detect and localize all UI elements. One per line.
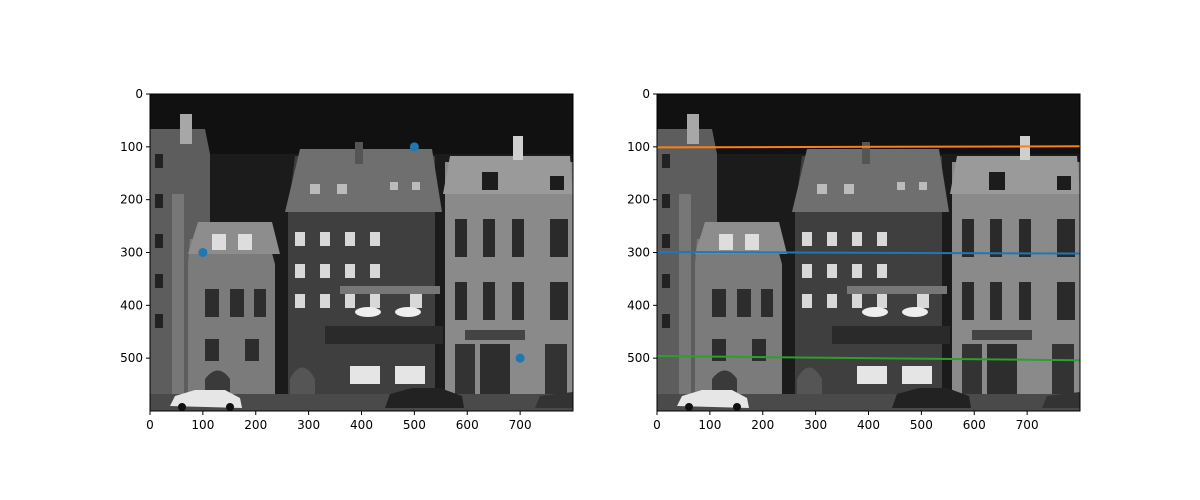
right-ytick-label: 400 — [627, 298, 650, 312]
right-ytick-label: 500 — [627, 351, 650, 365]
right-xtick-label: 500 — [910, 418, 933, 432]
left-xtick-label: 200 — [244, 418, 267, 432]
right-ytick-label: 300 — [627, 246, 650, 260]
left-xtick-label: 700 — [509, 418, 532, 432]
left-xtick-label: 600 — [456, 418, 479, 432]
left-ytick-label: 200 — [120, 193, 143, 207]
scatter-point — [409, 142, 419, 152]
epipolar-line — [657, 355, 1080, 362]
right-xtick-label: 300 — [804, 418, 827, 432]
right-xtick-label: 400 — [857, 418, 880, 432]
left-xtick-label: 400 — [350, 418, 373, 432]
right-xtick-label: 600 — [963, 418, 986, 432]
left-ytick-label: 400 — [120, 298, 143, 312]
right-xtick-label: 100 — [698, 418, 721, 432]
left-ytick-label: 0 — [135, 87, 143, 101]
right-epipolar-lines — [657, 145, 1080, 362]
scatter-point — [515, 353, 525, 363]
left-ytick-label: 300 — [120, 246, 143, 260]
right-xtick-label: 700 — [1016, 418, 1039, 432]
left-photo — [150, 94, 573, 411]
right-xtick-label: 0 — [653, 418, 661, 432]
left-axes-frame — [149, 93, 574, 412]
right-axes-frame — [656, 93, 1081, 412]
right-xtick-label: 200 — [751, 418, 774, 432]
left-axis-ticks: 0 100 200 300 400 500 600 700 0 100 200 300 400 500 — [120, 87, 531, 432]
right-axis-ticks: 0 100 200 300 400 500 600 700 0 100 200 300 400 500 — [627, 87, 1038, 432]
left-scatter-points — [198, 142, 525, 363]
right-ytick-label: 0 — [642, 87, 650, 101]
right-ytick-label: 100 — [627, 140, 650, 154]
left-xtick-label: 500 — [403, 418, 426, 432]
left-ytick-label: 100 — [120, 140, 143, 154]
scatter-point — [198, 248, 208, 257]
left-xtick-label: 0 — [146, 418, 154, 432]
epipolar-line — [657, 145, 1080, 149]
left-ytick-label: 500 — [120, 351, 143, 365]
left-xtick-label: 300 — [297, 418, 320, 432]
epipolar-line — [657, 250, 1080, 255]
right-ytick-label: 200 — [627, 193, 650, 207]
left-xtick-label: 100 — [191, 418, 214, 432]
left-panel: 0 100 200 300 400 500 600 700 0 100 200 300 400 500 — [120, 87, 574, 432]
right-panel: 0 100 200 300 400 500 600 700 0 100 200 300 400 500 — [627, 87, 1081, 432]
